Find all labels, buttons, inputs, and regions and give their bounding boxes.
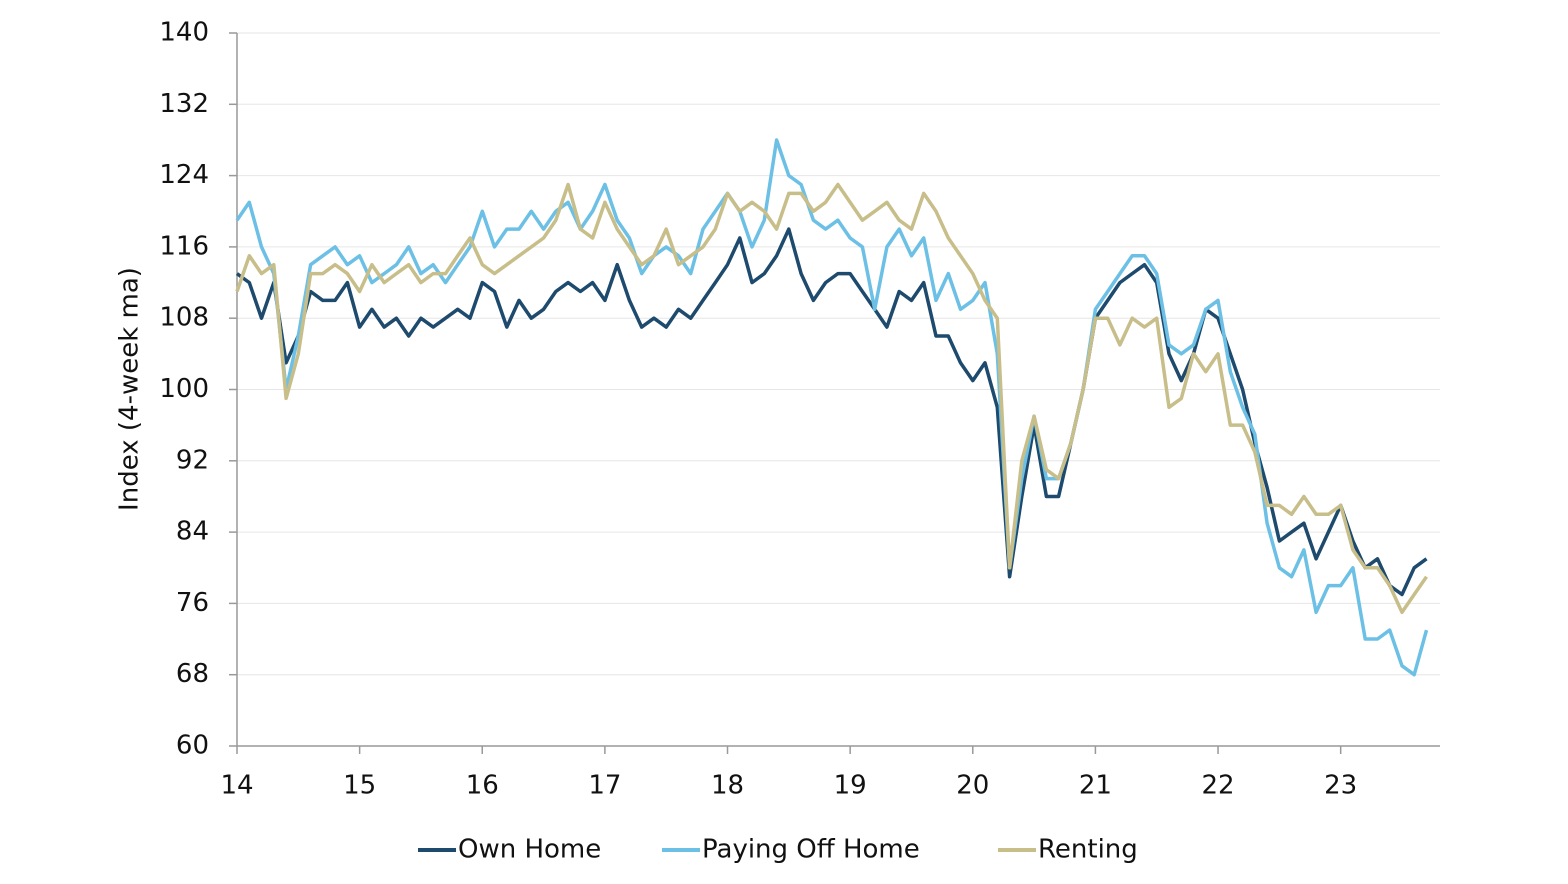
- y-tick-label: 76: [176, 588, 209, 618]
- y-tick-label: 60: [176, 731, 209, 761]
- x-tick-label: 20: [956, 771, 989, 801]
- x-tick-label: 23: [1324, 771, 1357, 801]
- y-tick-label: 132: [159, 89, 209, 119]
- legend-label: Own Home: [458, 835, 601, 865]
- x-tick-label: 16: [466, 771, 499, 801]
- y-tick-label: 92: [176, 445, 209, 475]
- y-axis-label: Index (4-week ma): [115, 267, 145, 511]
- x-tick-label: 15: [343, 771, 376, 801]
- y-tick-label: 116: [159, 231, 209, 261]
- y-tick-label: 124: [159, 160, 209, 190]
- series-line: [235, 227, 1428, 597]
- y-tick-label: 108: [159, 303, 209, 333]
- series-line: [235, 138, 1429, 677]
- x-tick-label: 14: [220, 771, 253, 801]
- y-tick-label: 68: [176, 659, 209, 689]
- x-tick-label: 22: [1201, 771, 1234, 801]
- x-tick-label: 19: [834, 771, 867, 801]
- x-tick-label: 18: [711, 771, 744, 801]
- x-tick-label: 21: [1079, 771, 1112, 801]
- x-tick-label: 17: [588, 771, 621, 801]
- legend-label: Paying Off Home: [702, 835, 920, 865]
- y-tick-label: 100: [159, 374, 209, 404]
- series-line: [235, 182, 1428, 615]
- y-tick-label: 140: [159, 18, 209, 48]
- y-tick-label: 84: [176, 517, 209, 547]
- legend-label: Renting: [1038, 835, 1138, 865]
